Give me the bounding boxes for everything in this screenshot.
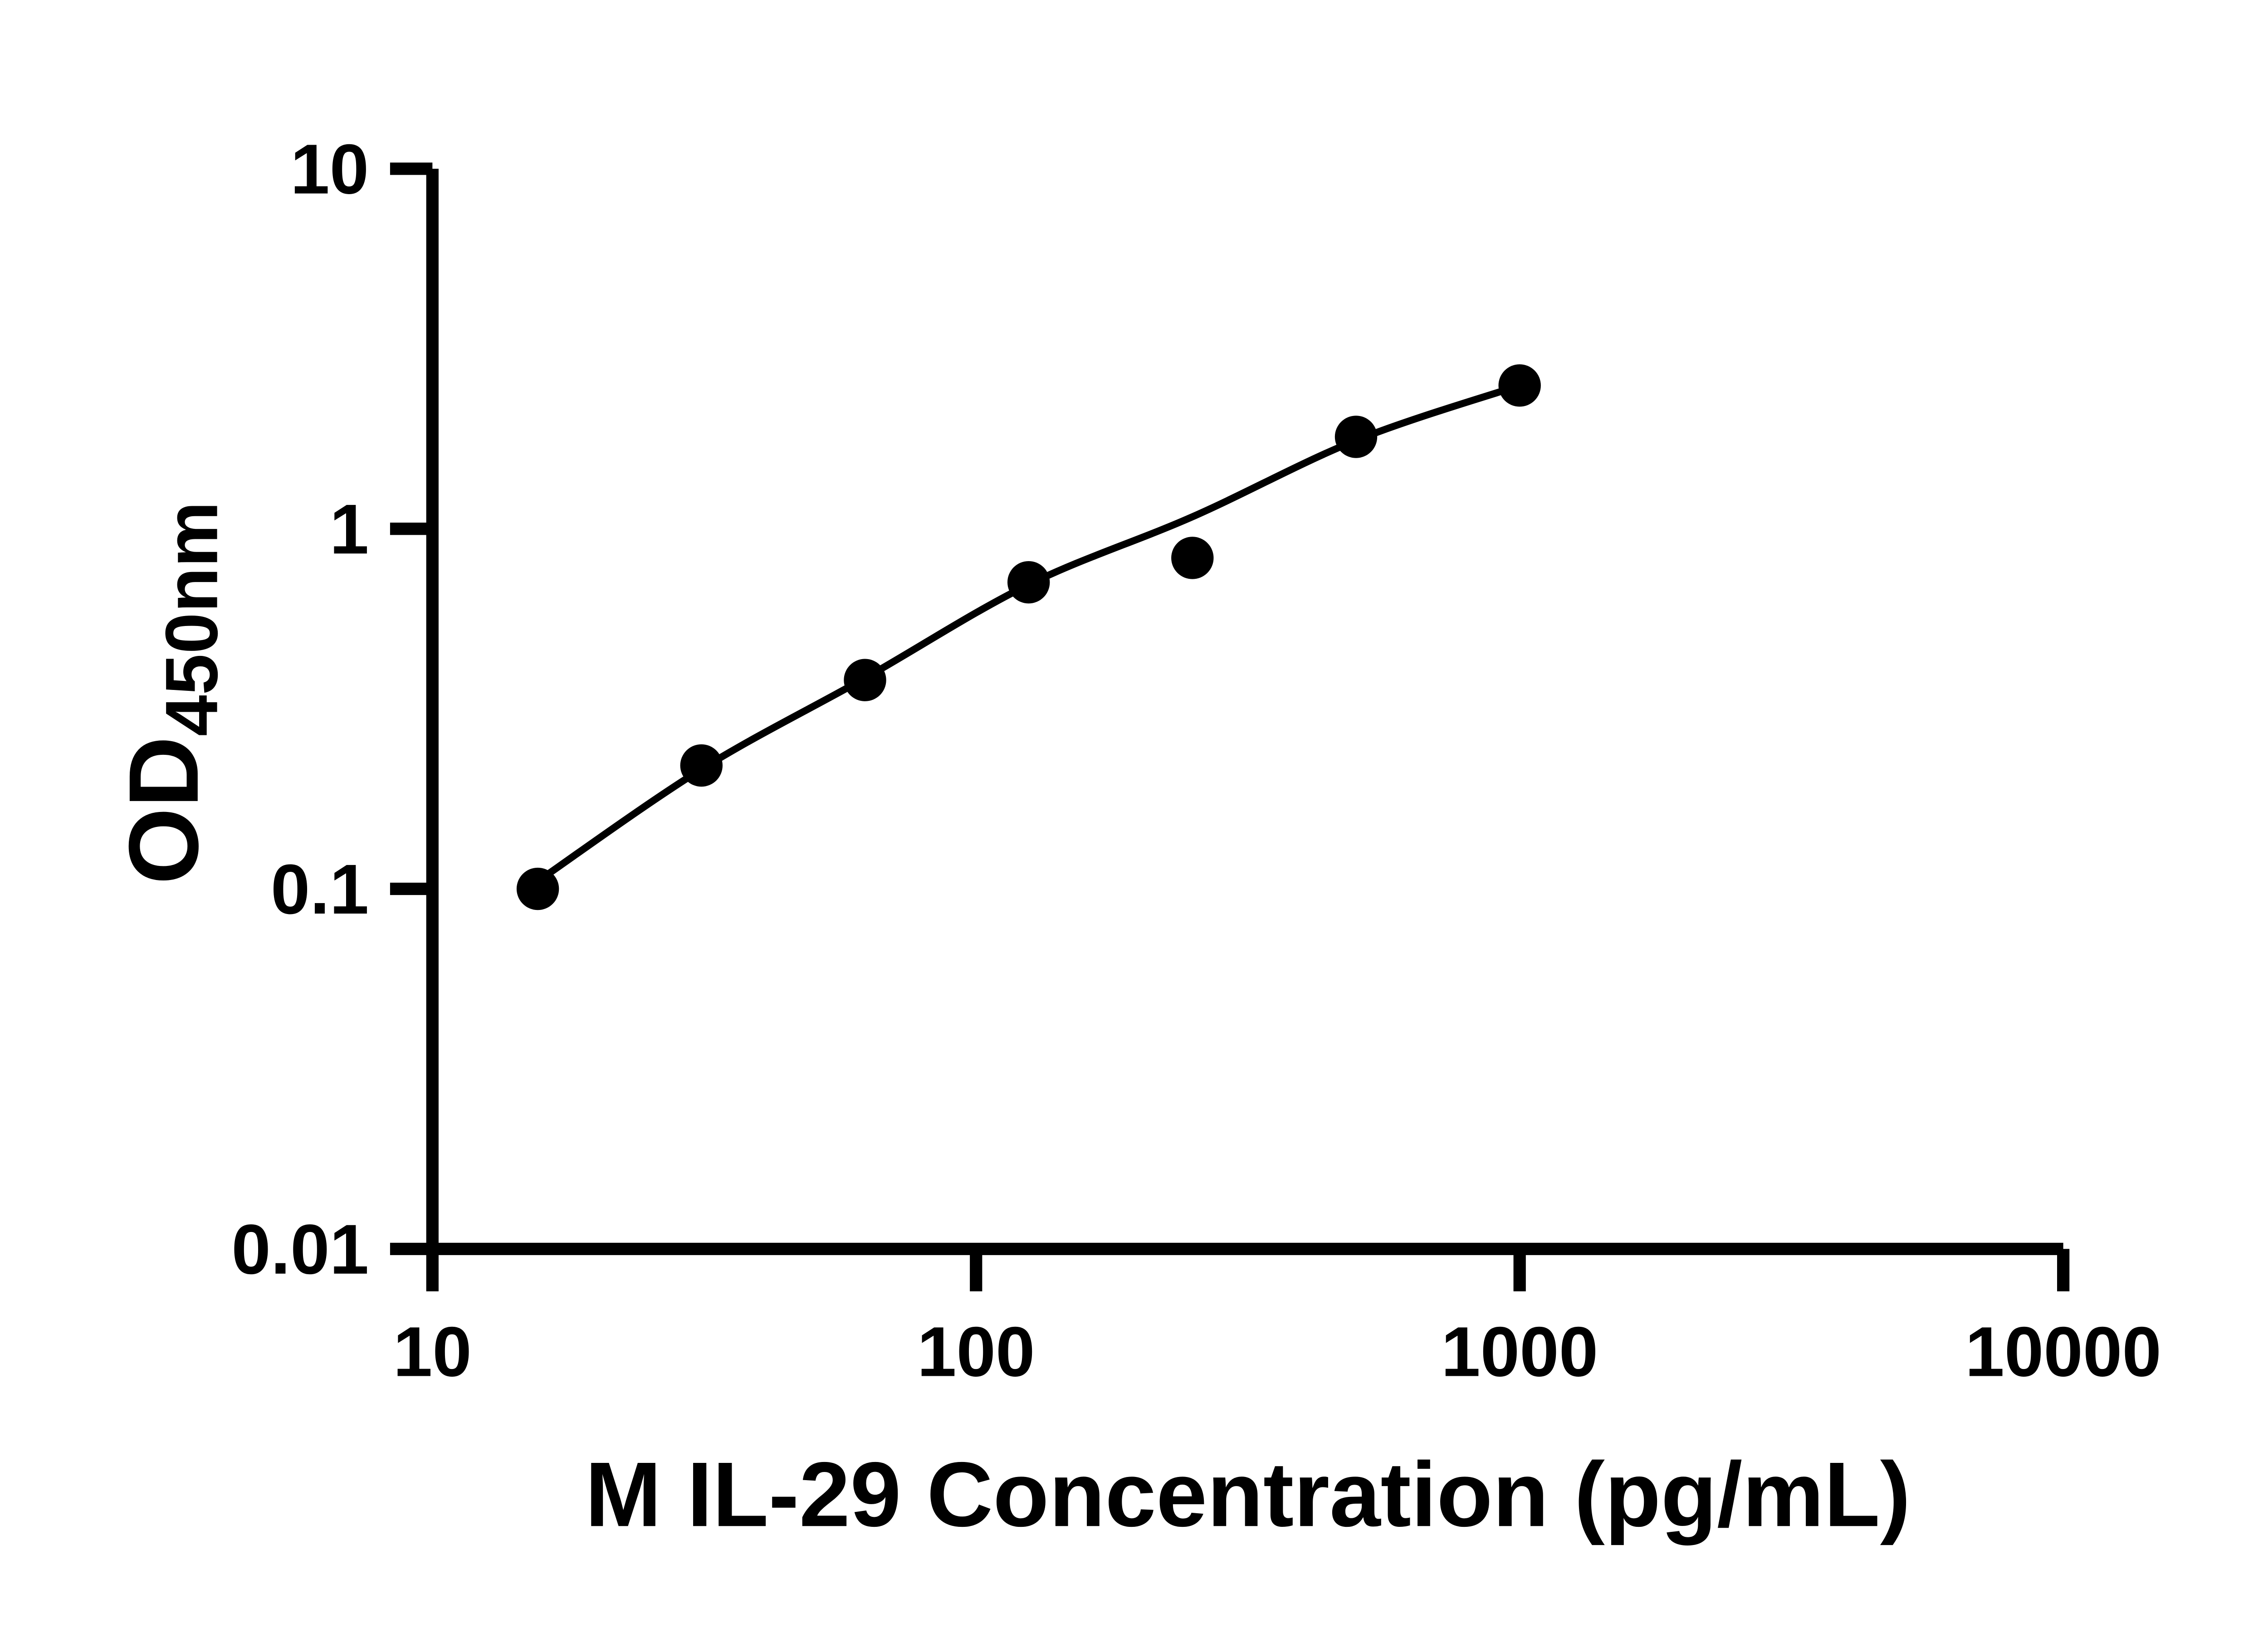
data-point (1334, 416, 1378, 458)
y-tick-label: 10 (290, 129, 369, 208)
data-point (516, 867, 559, 910)
y-axis-title-main: OD (109, 736, 219, 885)
y-tick-label: 0.01 (231, 1210, 369, 1289)
fit-curve (536, 382, 1521, 885)
x-tick-label: 1000 (1441, 1312, 1598, 1391)
axis-spine (426, 168, 2063, 1255)
data-point (844, 659, 886, 701)
y-tick-label: 0.1 (271, 850, 369, 929)
x-tick-label: 10000 (1965, 1312, 2161, 1391)
y-axis-title-subscript: 450nm (150, 501, 233, 736)
data-point (680, 744, 723, 787)
data-point (1007, 561, 1050, 604)
x-tick-label: 100 (917, 1312, 1035, 1391)
y-axis-title: OD450nm (109, 501, 233, 885)
x-axis-title: M IL-29 Concentration (pg/mL) (585, 1443, 1911, 1545)
plot-area: 10 100 1000 10000 0.01 0.1 1 10 (231, 129, 2161, 1391)
x-tick-label: 10 (393, 1312, 472, 1391)
data-point (1171, 537, 1214, 579)
data-point (1498, 364, 1541, 407)
y-tick-label: 1 (330, 489, 369, 568)
